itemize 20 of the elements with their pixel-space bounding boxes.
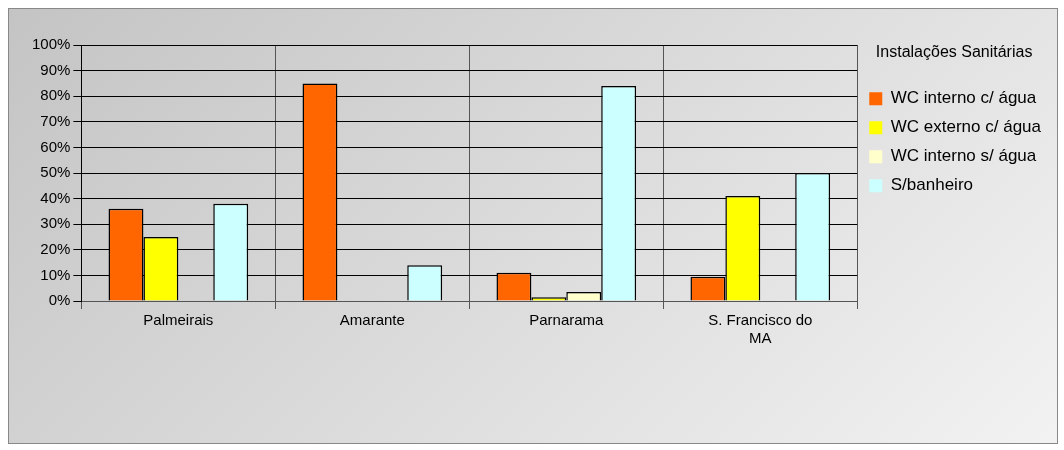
y-tick-label: 100% [31, 35, 71, 53]
y-tick-label: 60% [40, 137, 71, 155]
y-tick-label: 20% [40, 239, 71, 257]
x-tick-label: S. Francisco do MA [708, 311, 813, 347]
y-tick-label: 50% [40, 163, 71, 181]
y-tick-label: 10% [40, 265, 71, 283]
y-tick-label: 0% [48, 291, 71, 309]
x-tick-label: Palmeirais [143, 311, 214, 329]
y-tick-label: 40% [40, 188, 71, 206]
y-tick-label: 80% [40, 86, 71, 104]
legend-label: WC externo c/ água [890, 117, 1042, 137]
legend-label: WC interno s/ água [890, 146, 1037, 166]
x-tick-label: Amarante [339, 311, 405, 329]
x-tick-label: Parnarama [529, 311, 605, 329]
y-tick-label: 30% [40, 214, 71, 232]
legend-label: S/banheiro [890, 175, 973, 195]
legend-label: WC interno c/ água [890, 88, 1037, 108]
legend-title: Instalações Sanitárias [875, 43, 1033, 61]
y-tick-label: 90% [40, 60, 71, 78]
y-tick-label: 70% [40, 111, 71, 129]
